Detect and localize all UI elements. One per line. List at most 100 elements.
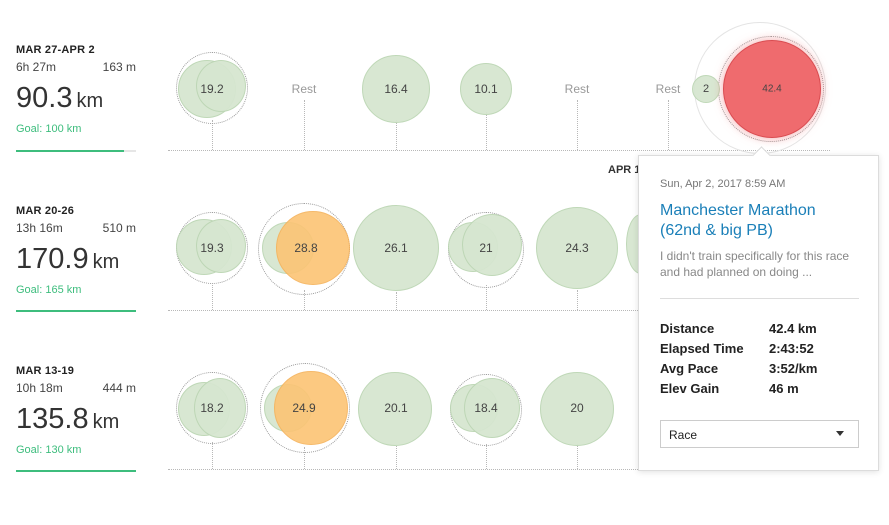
activity-bubble[interactable] — [536, 207, 618, 289]
week-row: MAR 20-26 13h 16m 510 m 170.9 km Goal: 16… — [0, 205, 889, 365]
week-time: 10h 18m — [16, 381, 63, 395]
week-axis — [168, 150, 830, 151]
activity-bubble[interactable] — [464, 378, 520, 438]
activity-bubble[interactable] — [540, 372, 614, 446]
stat-row-elev-gain: Elev Gain 46 m — [660, 381, 859, 401]
week-range: MAR 20-26 — [16, 205, 75, 217]
activity-bubble[interactable] — [362, 55, 430, 123]
day-stem — [577, 100, 578, 150]
activity-distance: 42.4 — [762, 83, 782, 95]
activity-distance: 2 — [702, 83, 710, 95]
week-goal: Goal: 165 km — [16, 284, 82, 296]
day-stem — [212, 285, 213, 310]
day-total-ring — [260, 363, 350, 453]
week-row: MAR 27-APR 2 6h 27m 163 m 90.3 km Goal: 1… — [0, 44, 889, 204]
activity-distance: 24.3 — [565, 241, 589, 255]
week-goal: Goal: 130 km — [16, 444, 82, 456]
week-unit: km — [76, 90, 104, 112]
goal-progress-bar — [16, 150, 136, 152]
week-axis — [168, 469, 830, 470]
day-total-ring — [176, 52, 248, 124]
week-total: 170.9 km — [16, 243, 136, 278]
day-stem — [668, 100, 669, 150]
activity-bubble[interactable] — [194, 378, 246, 438]
tooltip-divider — [660, 298, 859, 299]
activity-distance: 19.3 — [200, 241, 224, 255]
rest-day-label: Rest — [291, 82, 317, 96]
stat-row-distance: Distance 42.4 km — [660, 321, 859, 341]
stat-row-avg-pace: Avg Pace 3:52/km — [660, 361, 859, 381]
week-summary: MAR 27-APR 2 6h 27m 163 m 90.3 km Goal: 1… — [16, 44, 136, 152]
stat-value: 46 m — [769, 381, 799, 396]
activity-type-value: Race — [669, 428, 698, 442]
week-distance: 90.3 — [16, 82, 73, 114]
activity-bubble[interactable] — [353, 205, 439, 291]
week-stats: 10h 18m 444 m — [16, 381, 136, 395]
week-distance: 135.8 — [16, 403, 89, 435]
week-distance: 170.9 — [16, 243, 89, 275]
week-axis — [168, 310, 830, 311]
activity-distance: 18.4 — [474, 401, 498, 415]
day-stem — [212, 442, 213, 469]
workout-activity-bubble[interactable] — [276, 211, 350, 285]
activity-distance: 24.9 — [292, 401, 316, 415]
activity-tooltip: Sun, Apr 2, 2017 8:59 AM Manchester Mara… — [638, 146, 879, 471]
activity-bubble[interactable] — [196, 219, 246, 273]
day-stem — [304, 290, 305, 310]
stat-value: 3:52/km — [769, 361, 818, 376]
activity-bubble[interactable] — [460, 63, 512, 115]
race-activity-bubble[interactable] — [723, 40, 821, 138]
day-stem — [486, 112, 487, 150]
week-row: MAR 13-19 10h 18m 444 m 135.8 km Goal: 13… — [0, 365, 889, 525]
goal-progress-fill — [16, 310, 136, 312]
day-stem — [304, 447, 305, 469]
chevron-down-icon — [836, 431, 844, 436]
day-stem — [212, 120, 213, 150]
week-summary: MAR 20-26 13h 16m 510 m 170.9 km Goal: 16… — [16, 205, 136, 312]
week-unit: km — [92, 411, 120, 433]
goal-progress-bar — [16, 470, 136, 472]
activity-date: Sun, Apr 2, 2017 8:59 AM — [660, 178, 786, 190]
week-unit: km — [92, 251, 120, 273]
activity-title-link[interactable]: Manchester Marathon (62nd & big PB) — [660, 202, 816, 239]
activity-distance: 28.8 — [294, 241, 318, 255]
day-stem — [486, 444, 487, 469]
day-stem — [577, 290, 578, 310]
activity-distance: 10.1 — [474, 82, 498, 96]
workout-activity-bubble[interactable] — [274, 371, 348, 445]
week-time: 6h 27m — [16, 60, 57, 74]
day-total-ring — [176, 372, 248, 444]
week-total: 90.3 km — [16, 82, 136, 117]
week-total: 135.8 km — [16, 403, 136, 438]
date-marker: APR 1 — [608, 164, 641, 176]
stat-label: Distance — [660, 321, 715, 336]
rest-day-label: Rest — [564, 82, 590, 96]
week-elevation: 444 m — [102, 381, 136, 395]
activity-bubble[interactable] — [358, 372, 432, 446]
week-elevation: 163 m — [102, 60, 136, 74]
activity-type-select[interactable]: Race — [660, 420, 859, 448]
week-time: 13h 16m — [16, 221, 63, 235]
day-stem — [577, 444, 578, 469]
day-stem — [486, 285, 487, 310]
day-stem — [396, 292, 397, 310]
day-stem — [396, 120, 397, 150]
activity-stats: Distance 42.4 km Elapsed Time 2:43:52 Avg … — [660, 321, 859, 401]
week-range: MAR 13-19 — [16, 365, 75, 377]
rest-day-label: Rest — [655, 82, 681, 96]
goal-progress-fill — [16, 470, 136, 472]
activity-distance: 20.1 — [384, 401, 408, 415]
week-elevation: 510 m — [102, 221, 136, 235]
activity-bubble[interactable] — [196, 60, 246, 112]
stat-row-elapsed-time: Elapsed Time 2:43:52 — [660, 341, 859, 361]
day-stem — [304, 100, 305, 150]
activity-bubble[interactable] — [462, 214, 522, 276]
week-stats: 13h 16m 510 m — [16, 221, 136, 235]
goal-progress-fill — [16, 150, 124, 152]
activity-distance: 20 — [570, 401, 584, 415]
stat-label: Elapsed Time — [660, 341, 744, 356]
activity-bubble[interactable] — [692, 75, 720, 103]
week-goal: Goal: 100 km — [16, 123, 82, 135]
goal-progress-bar — [16, 310, 136, 312]
week-range: MAR 27-APR 2 — [16, 44, 95, 56]
